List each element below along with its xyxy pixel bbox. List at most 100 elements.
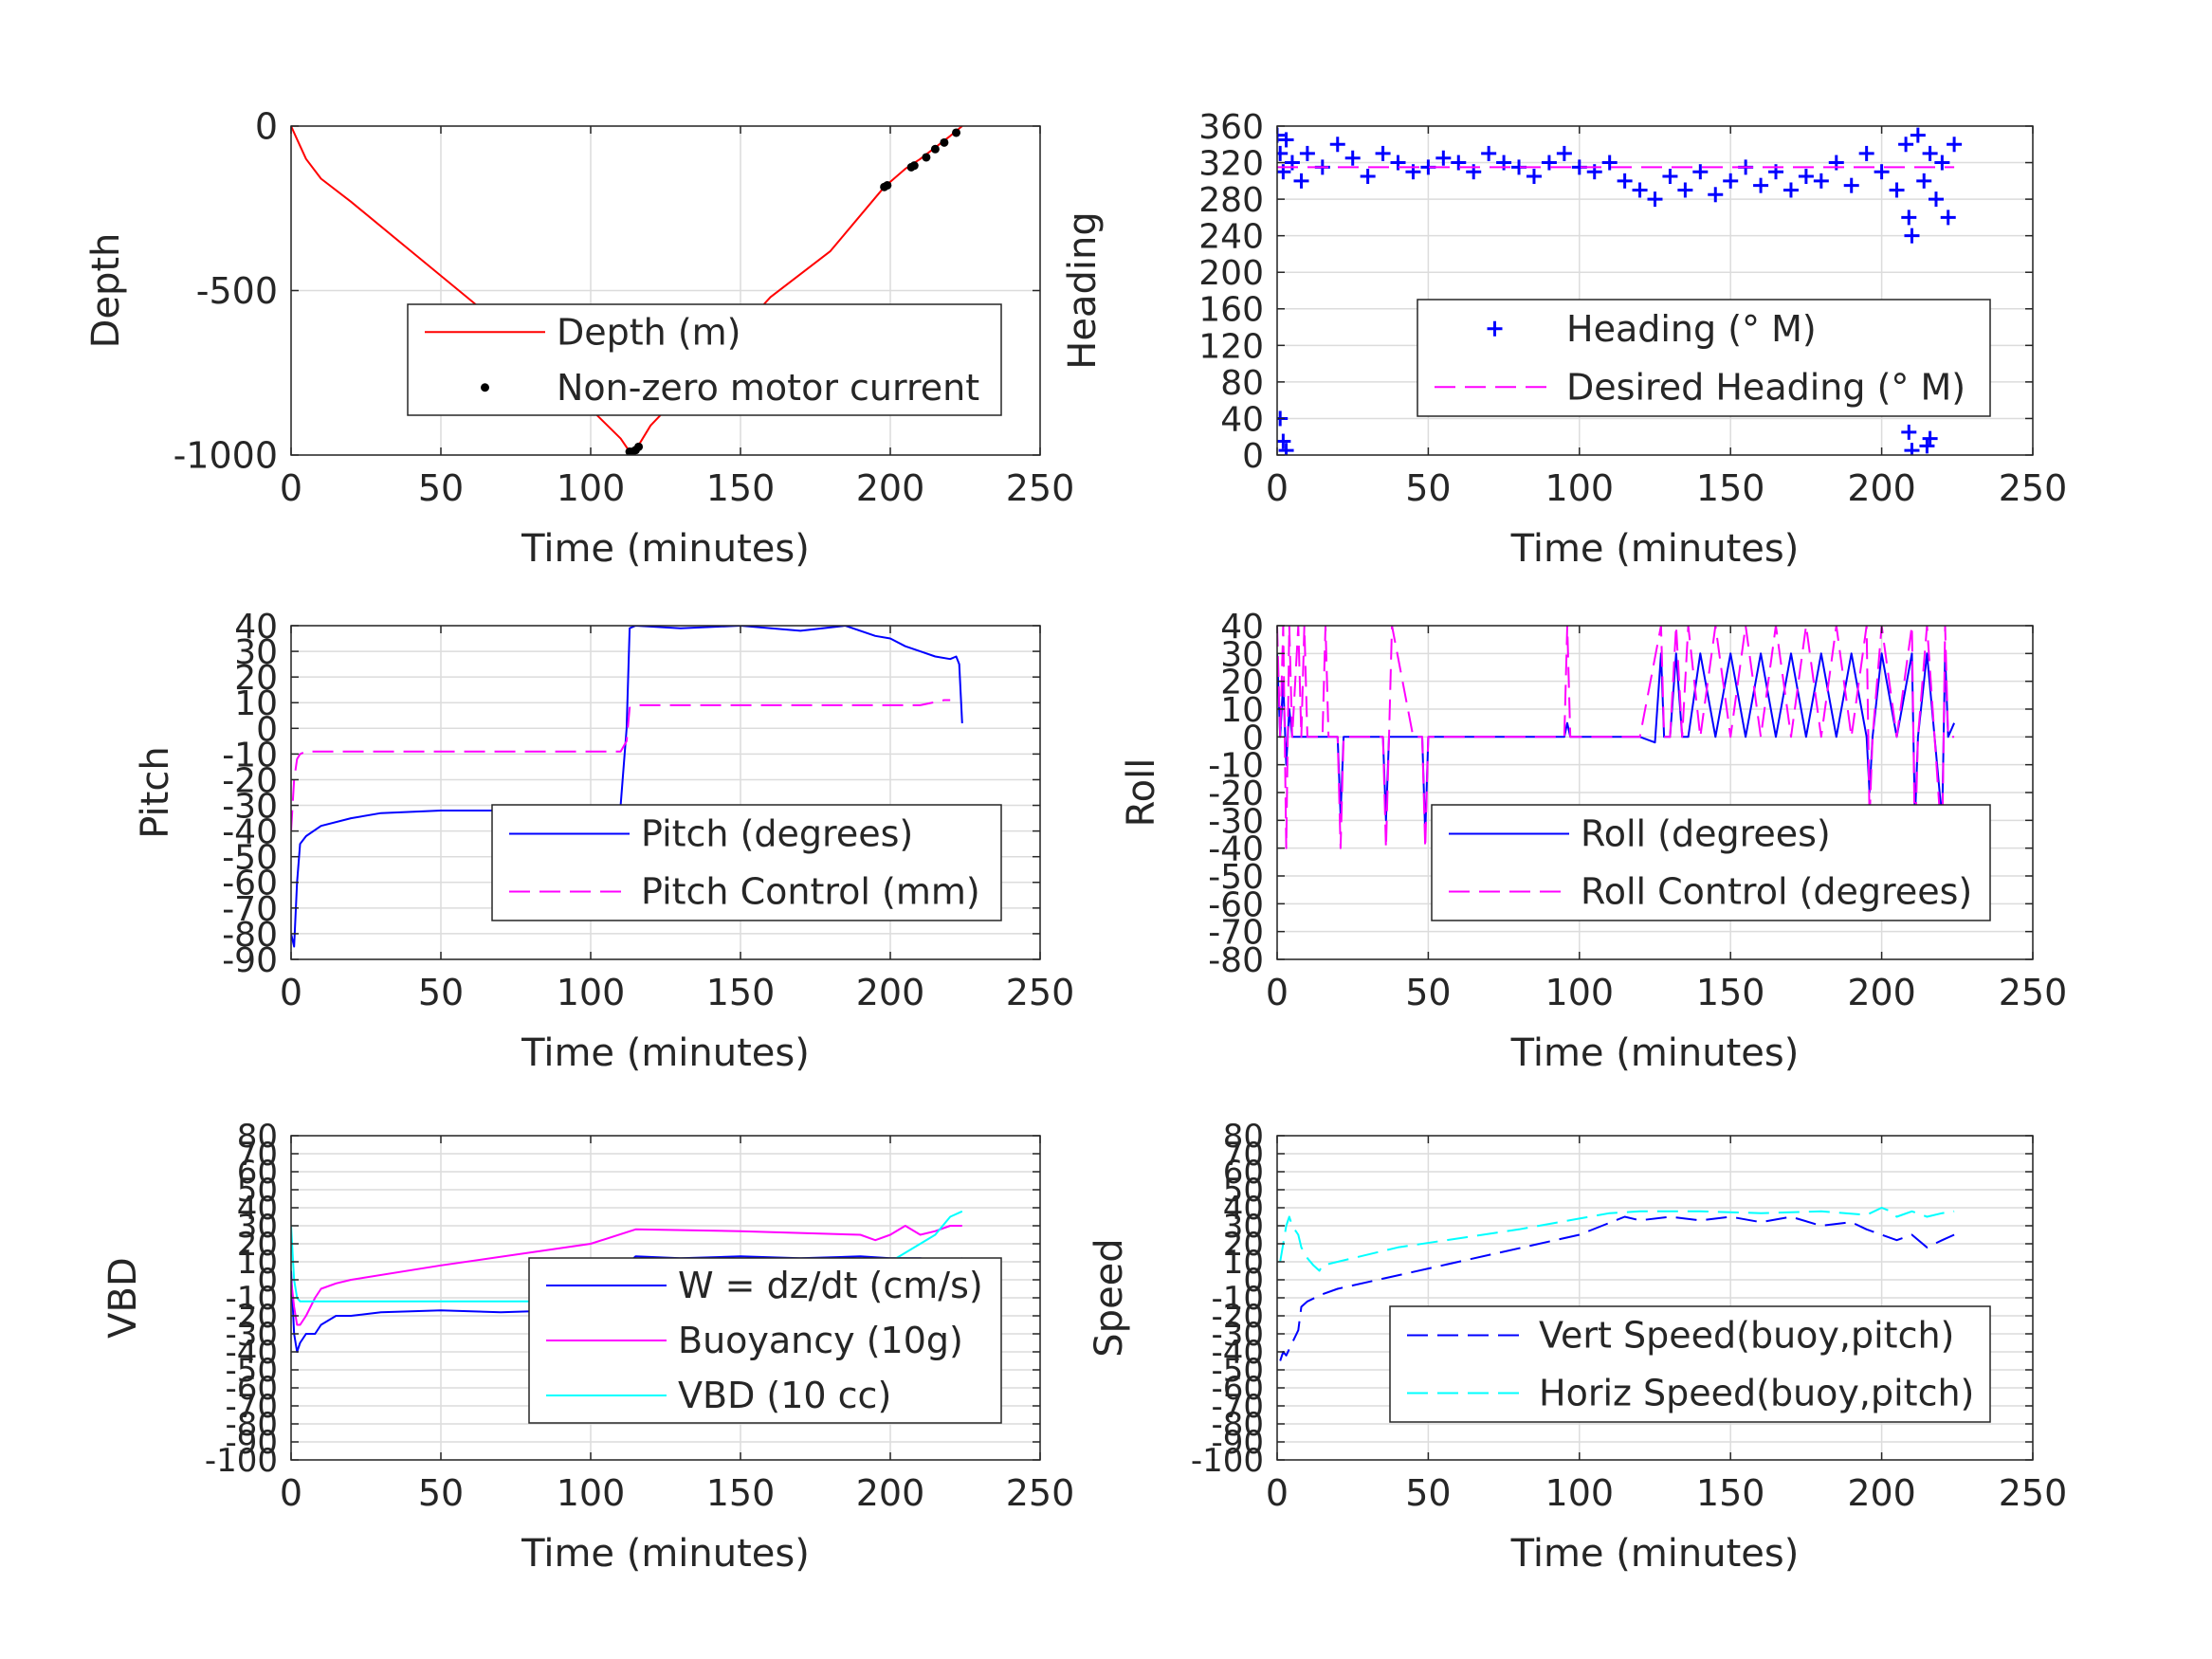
y-tick-label: -60 — [222, 865, 278, 903]
x-tick-label: 150 — [706, 467, 776, 509]
series-layer — [1277, 127, 1963, 455]
x-tick-label: 200 — [856, 1472, 925, 1514]
legend-label: Heading (° M) — [1566, 308, 1817, 350]
y-tick-label: -30 — [1211, 1316, 1264, 1354]
y-tick-label: 20 — [1223, 1226, 1264, 1264]
heading-m-series-point — [1940, 210, 1956, 226]
legend-box — [1417, 299, 1991, 417]
legend-box — [1389, 1305, 1991, 1423]
x-tick-label: 50 — [418, 467, 464, 509]
y-tick-label: -50 — [225, 1352, 278, 1390]
series-layer — [291, 626, 963, 948]
heading-m-series-point — [1277, 145, 1289, 161]
heading-m-series-point — [1813, 173, 1829, 189]
legend-label: Desired Heading (° M) — [1566, 366, 1965, 408]
y-tick-label: -70 — [222, 890, 278, 929]
y-tick-label: 320 — [1198, 145, 1264, 184]
x-tick-label: 0 — [1266, 972, 1289, 1013]
heading-m-series-point — [1922, 145, 1938, 161]
x-axis-label: Time (minutes) — [521, 1031, 810, 1075]
x-tick-label: 200 — [856, 467, 925, 509]
y-tick-label: 0 — [1243, 1262, 1264, 1300]
y-tick-label: 200 — [1198, 254, 1264, 293]
y-tick-label: -70 — [225, 1388, 278, 1426]
heading-m-series-point — [1662, 169, 1678, 185]
legend-entry-pitch-degrees: Pitch (degrees) — [509, 813, 913, 855]
vbd-panel: 0 50 100 150 200 250-100-90-80-70-60-50-40-30… — [101, 1118, 1074, 1576]
x-tick-label: 150 — [706, 972, 776, 1013]
x-tick-label: 150 — [1696, 467, 1765, 509]
legend-label: Pitch Control (mm) — [641, 871, 980, 913]
legend-entry-roll-control-degrees: Roll Control (degrees) — [1449, 871, 1972, 913]
legend-label: Roll (degrees) — [1581, 813, 1831, 855]
axes-frame — [1276, 125, 2034, 456]
heading-m-series-point — [1753, 177, 1769, 193]
legend-label: Vert Speed(buoy,pitch) — [1539, 1315, 1954, 1357]
x-tick-label: 250 — [1006, 467, 1075, 509]
legend-label: Horiz Speed(buoy,pitch) — [1539, 1373, 1974, 1414]
legend-entry-buoyancy-10g: Buoyancy (10g) — [546, 1320, 963, 1361]
heading-m-series-point — [1919, 438, 1935, 454]
legend-entry-pitch-control-mm: Pitch Control (mm) — [509, 871, 980, 913]
x-tick-label: 150 — [706, 1472, 776, 1514]
y-tick-label: -10 — [1208, 747, 1264, 786]
x-axis-label: Time (minutes) — [1510, 1031, 1800, 1075]
x-tick-label: 0 — [280, 467, 302, 509]
y-axis-label: Heading — [1061, 211, 1105, 369]
y-tick-label: 70 — [1223, 1136, 1264, 1174]
y-tick-label: 50 — [1223, 1172, 1264, 1210]
y-tick-label: -50 — [222, 839, 278, 878]
depth-panel: 0 50 100 150 200 250 -1000 -500 0 Time (minutes) D… — [84, 106, 1074, 571]
y-tick-label: 80 — [1223, 1118, 1264, 1156]
y-axis-label: VBD — [101, 1257, 145, 1339]
y-axis-label: Roll — [1120, 758, 1163, 828]
y-tick-label: -90 — [1211, 1424, 1264, 1462]
heading-m-series-point — [1451, 155, 1467, 171]
heading-m-series-point — [1329, 137, 1345, 153]
non-zero-motor-current-series-point — [930, 144, 940, 154]
roll-control-degrees-series — [1277, 626, 1955, 849]
x-axis-label: Time (minutes) — [1510, 527, 1800, 571]
y-tick-label: -60 — [1211, 1370, 1264, 1408]
heading-m-series-point — [1360, 169, 1376, 185]
legend-plus-swatch — [1487, 320, 1503, 337]
y-tick-label: -30 — [222, 787, 278, 826]
series-layer — [291, 126, 963, 455]
y-axis-label: Depth — [84, 233, 128, 349]
y-tick-label: 360 — [1198, 108, 1264, 147]
x-tick-label: 50 — [1405, 972, 1451, 1013]
y-tick-label: -40 — [1211, 1334, 1264, 1372]
y-tick-label: 80 — [237, 1118, 278, 1156]
y-tick-label: -80 — [225, 1406, 278, 1444]
speed-panel: 0 50 100 150 200 250-100-90-80-70-60-50-40-30… — [1088, 1118, 2067, 1576]
y-tick-label: -50 — [1208, 858, 1264, 897]
heading-m-series-point — [1901, 424, 1917, 440]
x-tick-label: 250 — [1006, 972, 1075, 1013]
y-tick-label: 40 — [1220, 608, 1264, 647]
legend-box — [407, 303, 1002, 416]
legend-box — [491, 804, 1002, 921]
heading-m-series-point — [1647, 191, 1663, 208]
y-tick-label: -10 — [1211, 1280, 1264, 1318]
heading-m-series-point — [1278, 132, 1294, 148]
y-tick-label: -20 — [225, 1298, 278, 1336]
y-tick-label: 0 — [1242, 437, 1264, 476]
heading-m-series-point — [1904, 443, 1920, 455]
legend-entry-horiz-speed-buoy-pitch: Horiz Speed(buoy,pitch) — [1407, 1373, 1974, 1414]
y-tick-label: 30 — [234, 633, 278, 672]
heading-m-series-point — [1922, 430, 1938, 447]
y-tick-label: -80 — [222, 916, 278, 955]
heading-m-series-point — [1910, 127, 1926, 143]
heading-m-series-point — [1344, 150, 1361, 166]
heading-m-series-point — [1541, 155, 1557, 171]
y-tick-label: -20 — [1211, 1298, 1264, 1336]
x-tick-label: 50 — [1405, 467, 1451, 509]
y-tick-label: -90 — [225, 1424, 278, 1462]
y-tick-label: 10 — [234, 684, 278, 723]
y-tick-label: 20 — [1220, 664, 1264, 702]
pitch-panel: 0 50 100 150 200 250-90-80-70-60-50-40-30-20-… — [134, 608, 1074, 1075]
heading-m-series-point — [1916, 173, 1932, 189]
x-tick-label: 250 — [1006, 1472, 1075, 1514]
y-tick-label: -50 — [1211, 1352, 1264, 1390]
x-tick-label: 200 — [1847, 972, 1916, 1013]
